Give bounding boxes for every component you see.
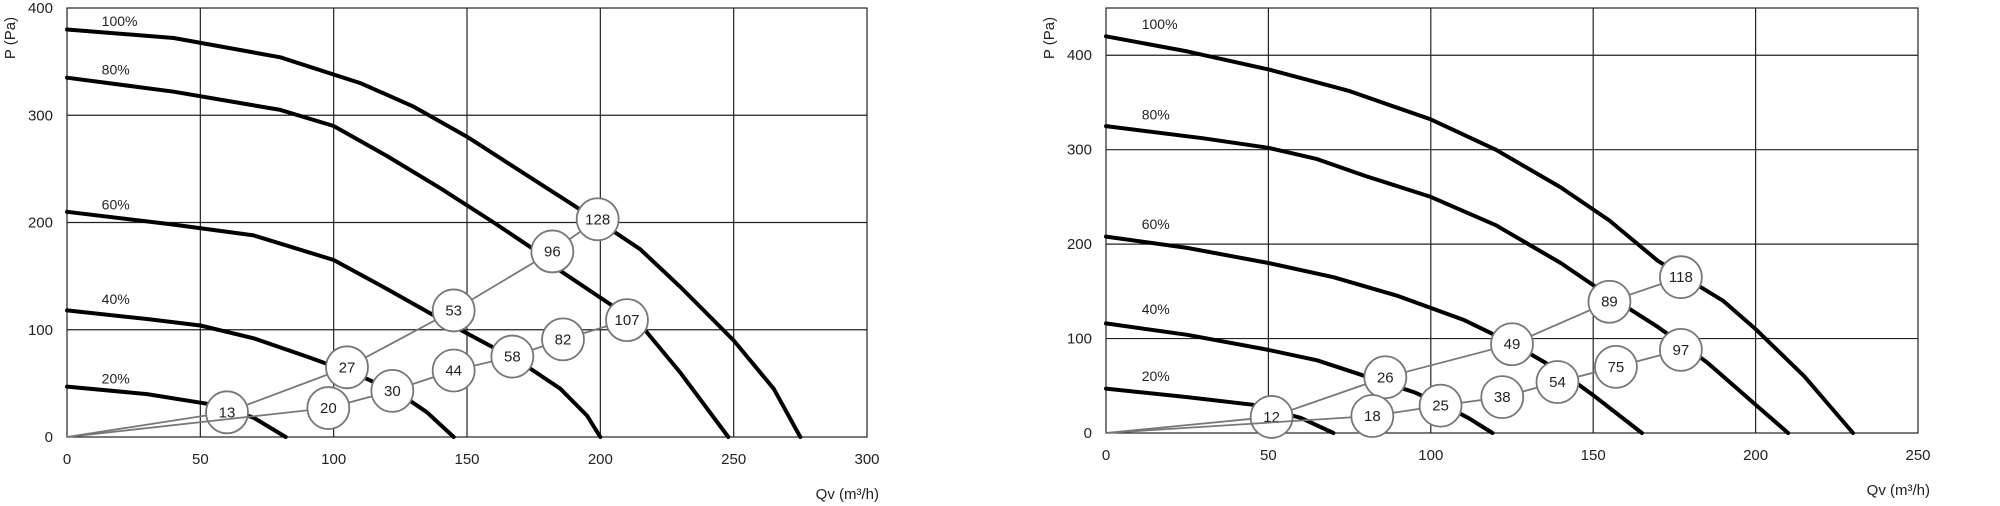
fan-curve-20pct xyxy=(65,384,288,439)
operating-point-marker xyxy=(530,229,575,274)
operating-point-label: 20 xyxy=(320,400,337,417)
operating-point-label: 75 xyxy=(1608,359,1625,376)
x-axis-label: Qv (m³/h) xyxy=(816,486,879,503)
x-tick-label: 150 xyxy=(454,451,479,468)
operating-point-label: 53 xyxy=(445,302,462,319)
operating-point-label: 13 xyxy=(219,404,236,421)
x-tick-label: 100 xyxy=(1418,447,1443,464)
y-tick-label: 0 xyxy=(1084,425,1092,442)
x-tick-label: 200 xyxy=(1743,447,1768,464)
operating-point-marker xyxy=(1535,360,1580,404)
operating-point-marker xyxy=(541,317,585,362)
operating-point-marker xyxy=(1587,279,1632,324)
operating-point-label: 26 xyxy=(1377,369,1394,386)
operating-point-label: 25 xyxy=(1432,398,1449,415)
operating-point-label: 128 xyxy=(585,211,610,228)
curve-label: 80% xyxy=(1142,106,1170,122)
curve-label: 100% xyxy=(1142,16,1178,32)
x-tick-label: 250 xyxy=(721,451,746,468)
y-tick-label: 400 xyxy=(1067,47,1092,64)
x-tick-label: 150 xyxy=(1581,447,1606,464)
operating-point-label: 96 xyxy=(544,243,561,260)
curve-label: 40% xyxy=(1142,301,1170,317)
y-tick-label: 300 xyxy=(28,107,53,124)
operating-point-label: 54 xyxy=(1549,374,1566,391)
operating-point-label: 118 xyxy=(1669,269,1693,286)
operating-point-marker xyxy=(1363,355,1408,400)
operating-point-label: 82 xyxy=(555,331,572,348)
fan-curve-80pct xyxy=(1104,124,1791,435)
operating-point-marker xyxy=(1658,327,1703,372)
curve-label: 80% xyxy=(102,61,130,77)
operating-point-label: 27 xyxy=(339,359,356,376)
x-tick-label: 50 xyxy=(192,451,209,468)
operating-point-label: 18 xyxy=(1364,408,1381,425)
operating-point-marker xyxy=(1594,344,1638,389)
operating-point-marker xyxy=(306,386,351,430)
operating-point-label: 38 xyxy=(1494,389,1511,406)
fan-curve-20pct xyxy=(1104,386,1336,435)
operating-point-marker xyxy=(1658,255,1703,300)
operating-point-marker xyxy=(575,197,620,242)
curve-label: 60% xyxy=(1142,216,1170,232)
operating-point-label: 58 xyxy=(504,349,521,366)
operating-point-label: 97 xyxy=(1673,342,1690,359)
operating-point-marker xyxy=(605,298,649,342)
curve-label: 40% xyxy=(102,291,130,307)
y-tick-label: 0 xyxy=(45,429,53,446)
operating-point-marker xyxy=(490,334,535,379)
x-tick-label: 0 xyxy=(1102,447,1110,464)
operating-point-marker xyxy=(431,348,476,393)
y-tick-label: 400 xyxy=(28,0,53,17)
y-tick-label: 200 xyxy=(28,215,53,232)
x-tick-label: 250 xyxy=(1905,447,1930,464)
fan-curve-40pct xyxy=(65,308,456,439)
chart-left: 0 50 100 150 200 250 300 0 100 200 300 400 Qv (m³/h)… xyxy=(2,0,880,503)
x-tick-label: 50 xyxy=(1260,447,1277,464)
curve-label: 100% xyxy=(102,13,138,29)
plot-frame xyxy=(1105,7,1919,434)
curve-label: 60% xyxy=(102,197,130,213)
chart-right: 0 50 100 150 200 250 0 100 200 300 400 Qv (m³/h) P (… xyxy=(1041,7,1931,499)
x-tick-label: 0 xyxy=(63,451,71,468)
curve-label: 20% xyxy=(102,370,130,386)
x-tick-label: 100 xyxy=(321,451,346,468)
x-axis-label: Qv (m³/h) xyxy=(1867,482,1930,499)
x-tick-label: 200 xyxy=(588,451,613,468)
y-tick-label: 300 xyxy=(1067,142,1092,159)
y-tick-label: 200 xyxy=(1067,236,1092,253)
operating-point-marker xyxy=(1249,395,1294,439)
y-axis-label: P (Pa) xyxy=(1041,17,1058,59)
operating-point-label: 49 xyxy=(1504,336,1521,353)
operating-point-marker xyxy=(1350,394,1395,438)
y-tick-label: 100 xyxy=(1067,331,1092,348)
fan-curve-100pct xyxy=(65,27,803,439)
y-axis-label: P (Pa) xyxy=(2,17,19,59)
operating-point-label: 30 xyxy=(384,383,401,400)
operating-point-marker xyxy=(370,368,415,413)
y-tick-label: 100 xyxy=(28,322,53,339)
operating-point-label: 107 xyxy=(614,312,639,329)
curve-label: 20% xyxy=(1142,368,1170,384)
operating-point-label: 89 xyxy=(1601,294,1618,311)
x-tick-label: 300 xyxy=(854,451,879,468)
operating-point-marker xyxy=(1480,375,1525,420)
operating-point-marker xyxy=(1418,383,1463,428)
fan-curve-100pct xyxy=(1104,34,1855,435)
operating-point-label: 44 xyxy=(445,363,462,380)
operating-point-marker xyxy=(205,390,249,435)
operating-point-marker xyxy=(1490,322,1534,367)
operating-point-marker xyxy=(431,288,476,333)
operating-point-marker xyxy=(325,345,369,390)
